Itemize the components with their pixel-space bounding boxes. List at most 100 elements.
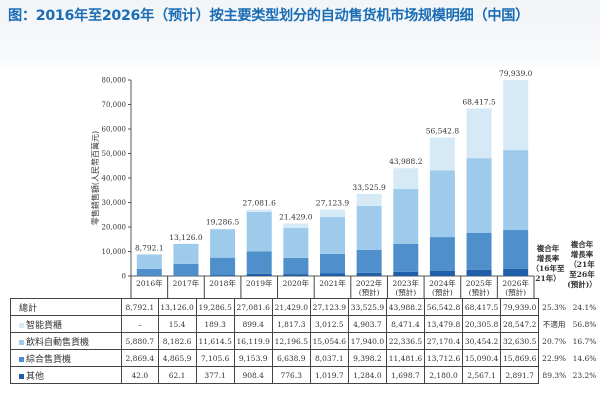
x-tick-label: 2021年 [319,278,346,288]
table-cell: 1,817.3 [271,315,311,333]
total-label: 43,988.2 [389,157,423,166]
x-tick-label: 2018年 [209,278,236,288]
bar-segment [320,273,345,276]
table-cell: 1,019.7 [309,366,349,384]
table-cell: 189.3 [195,315,235,333]
cagr-cell: 不適用 [542,319,566,329]
table-cell: 13,712.6 [423,349,464,367]
bar-segment [320,253,345,274]
total-label: 13,126.0 [169,233,203,242]
table-cell: 68,417.5 [462,298,502,316]
x-tick-label: (預計) [469,287,490,297]
table-cell: 4,865.9 [157,349,197,367]
cagr-header-16-21: 複合年 增長率 （16年至 21年） [531,244,565,283]
table-cell: 42.0 [121,366,159,384]
data-table: 總計 8,792.1 13,126.0 19,286.5 27,081.6 21,429.… [9,298,600,384]
bar-segment [320,216,345,254]
bar-segment [466,269,492,276]
total-label: 21,429.0 [279,212,313,221]
table-cell: 7,105.6 [195,349,235,367]
row-label: 飲料自動售貨機 [9,332,123,350]
table-cell: 33,525.9 [347,298,387,316]
table-cell: 11,481.6 [385,349,425,367]
table-cell: 22,336.5 [385,332,425,350]
bar-segment [283,257,309,275]
table-cell: 1,284.0 [347,366,387,384]
cagr-cell: 23.2% [572,370,597,380]
table-cell: 11,614.5 [195,332,235,350]
bar-segment [429,270,455,276]
x-tick-label: 2020年 [283,278,310,288]
table-cell: 27,170.4 [423,332,464,350]
x-tick-label: 2022年 [356,278,383,288]
bar-segment [503,150,529,231]
table-cell: 28,547.2 [500,315,540,333]
table-cell: 15,054.6 [309,332,349,350]
table-cell: 899.4 [233,315,273,333]
cagr-cell: 89.3% [542,370,567,380]
table-cell: 8,792.1 [121,298,159,316]
y-tick-label: 50,000 [102,150,127,158]
x-tick-label: 2025年 [466,278,493,288]
table-cell: 2,869.4 [121,349,159,367]
table-row: 其他 42.0 62.1 377.1 908.4 776.3 1,019.7 1,284.0 1… [9,366,600,384]
y-tick-label: 0 [122,273,126,281]
bar-segment [246,273,272,276]
x-tick-label: (預計) [505,287,526,297]
total-label: 27,081.6 [243,199,277,208]
y-tick-label: 10,000 [102,248,127,256]
legend-swatch [19,339,24,345]
bar-segment [320,209,345,217]
table-cell: 20,305.8 [462,315,502,333]
bar-segment [466,108,492,159]
table-cell: 2,180.0 [423,366,464,384]
x-tick-label: 2026年 [502,278,529,288]
table-cell: 12,196.5 [271,332,311,350]
table-cell: 9,398.2 [347,349,387,367]
x-tick-label: 2023年 [392,278,419,288]
table-row: 綜合售貨機 2,869.4 4,865.9 7,105.6 9,153.9 6,638.9… [9,349,600,367]
table-cell: 21,429.0 [271,298,311,316]
table-cell: 5,880.7 [121,332,159,350]
row-label: 綜合售貨機 [9,349,123,367]
x-tick-label: (預計) [432,287,453,297]
bar-segment [246,211,272,252]
bar-segment [429,170,455,238]
y-tick-label: 30,000 [102,199,127,207]
row-label: 總計 [9,298,123,316]
table-cell: 8,471.4 [385,315,425,333]
bar-segment [393,188,419,244]
cagr-cell: 20.7% [542,336,566,346]
table-row: 飲料自動售貨機 5,880.7 8,182.6 11,614.5 16,119.9 12,… [9,332,600,350]
table-cell: 1,698.7 [385,366,425,384]
table-cell: 13,126.0 [157,298,197,316]
table-cell: 2,891.7 [500,366,540,384]
table-cell: 32,630.5 [500,332,540,350]
bar-chart: 0 10,000 20,000 30,000 40,000 50,000 60,000 70,… [90,69,535,299]
bar-segment [356,249,382,273]
table-cell: 16,119.9 [233,332,273,350]
bar-segment [503,230,529,269]
total-label: 68,417.5 [462,97,496,106]
bar-segment [503,80,529,151]
bar-segment [210,257,236,276]
table-cell: 30,454.2 [462,332,502,350]
table-cell: 9,153.9 [233,349,273,367]
bar-segment [356,193,382,206]
table-cell: 27,123.9 [309,298,349,316]
y-tick-label: 20,000 [102,224,127,232]
x-tick-label: (預計) [395,287,416,297]
y-tick-label: 40,000 [102,175,127,183]
table-row: 智能貨櫃 –15.4 189.3 899.4 1,817.3 3,012.5 4,903.7… [9,315,600,333]
bar-segment [283,227,309,258]
total-label: 8,792.1 [135,243,164,252]
cagr-cell: 22.9% [542,353,566,363]
table-cell: 8,182.6 [157,332,197,350]
bar-segment [246,209,272,212]
table-cell: 17,940.0 [347,332,387,350]
table-cell: 15.4 [157,315,197,333]
total-label: 33,525.9 [352,183,386,192]
legend-swatch [19,356,24,362]
legend-swatch [19,322,24,328]
